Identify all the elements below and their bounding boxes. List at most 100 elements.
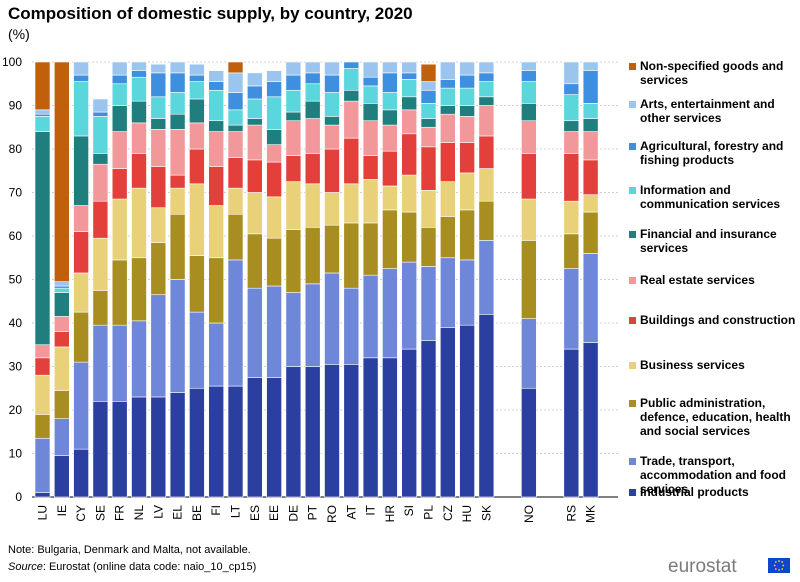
- legend-line: accommodation and food: [640, 468, 786, 482]
- bar-segment: [582, 131, 599, 161]
- bar-stack-sk: [478, 61, 495, 498]
- bar-segment: [53, 281, 70, 287]
- bar-segment: [521, 120, 537, 154]
- bar-segment: [266, 96, 282, 130]
- bar-segment: [401, 61, 418, 74]
- legend-entry: Trade, transport, accommodation and food s…: [640, 454, 786, 496]
- legend-entry: Non-specified goods and services: [640, 59, 783, 87]
- x-tick-label: NO: [522, 505, 536, 523]
- bar-segment: [34, 357, 51, 376]
- bar-segment: [266, 377, 282, 498]
- bar-segment: [266, 196, 282, 239]
- bar-segment: [439, 257, 456, 328]
- bar-segment: [439, 105, 456, 115]
- legend-line: Buildings and construction: [640, 313, 795, 327]
- bar-segment: [189, 98, 205, 124]
- bar-segment: [227, 385, 244, 498]
- x-tick-label: SE: [93, 505, 107, 521]
- bar-segment: [478, 135, 495, 169]
- bar-segment: [459, 87, 475, 106]
- bar-segment: [382, 61, 398, 74]
- bar-segment: [247, 377, 263, 498]
- bar-segment: [169, 113, 186, 130]
- bar-segment: [208, 70, 224, 82]
- bar-segment: [266, 70, 282, 82]
- x-tick-label: CY: [74, 505, 88, 522]
- bar-segment: [189, 63, 205, 76]
- bar-segment: [73, 231, 89, 274]
- bar-segment: [150, 294, 167, 398]
- bar-segment: [169, 129, 186, 176]
- bar-segment: [150, 72, 167, 98]
- bar-segment: [382, 92, 398, 111]
- x-tick-label: AT: [344, 504, 358, 519]
- x-tick-label: PL: [422, 505, 436, 520]
- x-axis: LU IE CY SE FR NL LV EL BE FI LT ES EE DE PT RO AT IT HR SI…: [36, 504, 598, 523]
- bar-segment: [53, 287, 70, 293]
- y-tick-label: 50: [9, 273, 23, 287]
- y-tick-label: 90: [9, 99, 23, 113]
- bar-segment: [324, 148, 340, 193]
- legend-line: and social services: [640, 424, 750, 438]
- bar-segment: [150, 118, 167, 130]
- legend-line: Industrial products: [640, 485, 749, 499]
- bar-stack-se: [92, 98, 109, 498]
- bar-segment: [439, 216, 456, 259]
- bar-segment: [343, 61, 360, 69]
- bar-segment: [34, 414, 51, 439]
- bar-segment: [563, 83, 580, 95]
- bar-segment: [324, 192, 340, 226]
- bar-segment: [266, 161, 282, 198]
- bar-segment: [343, 89, 360, 102]
- bar-segment: [459, 105, 475, 117]
- x-tick-label: MK: [584, 505, 598, 523]
- bar-segment: [439, 79, 456, 89]
- bar-segment: [131, 76, 147, 102]
- legend-line: Real estate services: [640, 273, 755, 287]
- bar-segment: [563, 348, 580, 498]
- bar-segment: [304, 283, 321, 367]
- bar-segment: [247, 124, 263, 161]
- bar-segment: [111, 168, 128, 200]
- legend-line: other services: [640, 111, 722, 125]
- bar-segment: [439, 87, 456, 106]
- bar-segment: [343, 287, 360, 365]
- bar-segment: [53, 292, 70, 317]
- bar-segment: [478, 72, 495, 82]
- bar-segment: [401, 72, 418, 80]
- bar-segment: [53, 61, 70, 282]
- bar-stack-de: [285, 61, 302, 498]
- bar-segment: [131, 122, 147, 154]
- bar-segment: [208, 131, 224, 167]
- bar-segment: [227, 259, 244, 387]
- bar-segment: [189, 81, 205, 100]
- bar-segment: [521, 387, 537, 498]
- bar-segment: [439, 142, 456, 182]
- unit-label: (%): [8, 26, 30, 42]
- bar-segment: [382, 209, 398, 269]
- bar-segment: [478, 105, 495, 137]
- bar-segment: [111, 83, 128, 106]
- legend-swatch: [629, 317, 636, 324]
- bar-segment: [111, 131, 128, 169]
- bar-segment: [304, 72, 321, 85]
- bar-segment: [208, 385, 224, 498]
- bar-segment: [324, 364, 340, 498]
- bar-segment: [439, 181, 456, 217]
- y-tick-label: 20: [9, 403, 23, 417]
- bar-segment: [304, 83, 321, 102]
- bar-segment: [189, 148, 205, 185]
- bar-stack-ee: [266, 70, 282, 498]
- chart-title: Composition of domestic supply, by count…: [8, 4, 413, 23]
- bar-segment: [150, 129, 167, 167]
- bar-segment: [420, 103, 437, 119]
- bar-stack-el: [169, 61, 186, 498]
- bar-segment: [131, 396, 147, 498]
- bar-segment: [53, 418, 70, 456]
- bar-segment: [92, 98, 109, 113]
- y-axis: 0 10 20 30 40 50 60 70 80 90 100: [2, 55, 618, 504]
- bar-segment: [324, 61, 340, 76]
- bar-segment: [34, 116, 51, 132]
- source-label: Source: [8, 561, 43, 573]
- bar-segment: [582, 118, 599, 132]
